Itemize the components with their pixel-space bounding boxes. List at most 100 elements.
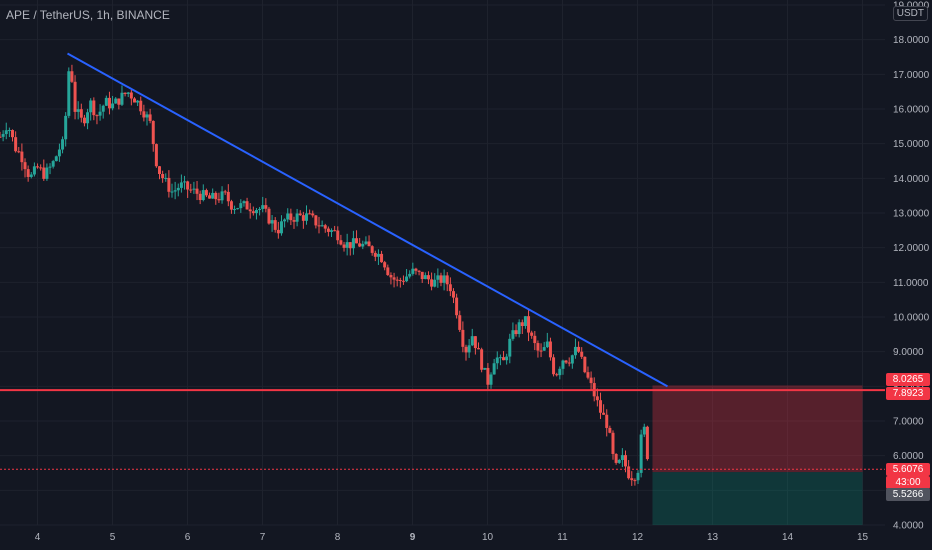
candle-body [186,181,190,190]
price-tick-label: 13.0000 [893,209,930,220]
candle-body [248,209,252,212]
candle-body [89,100,93,113]
candle-body [189,189,193,191]
candle-body [158,166,162,175]
candle-body [358,243,362,247]
candle-body [614,453,618,463]
candle-body [414,268,418,271]
candle-body [23,162,27,170]
position-zones [652,385,863,525]
candle-body [154,144,158,167]
candle-body [273,220,277,230]
candle-body [314,215,318,226]
candle-body [514,330,518,335]
candle-body [326,228,330,232]
candle-body [642,426,646,435]
candle-body [486,367,490,385]
candle-body [355,238,359,244]
candle-body [401,280,405,282]
candle-body [233,209,237,211]
candle-body [417,270,421,272]
price-axis[interactable]: 4.00005.00006.00007.00008.00009.000010.0… [893,1,930,532]
candle-body [348,242,352,249]
time-tick-label: 8 [335,532,341,543]
candle-body [214,192,218,200]
candle-body [120,92,124,105]
candle-body [139,100,143,112]
candle-body [151,120,155,145]
candle-body [11,130,15,138]
time-axis[interactable]: 4 5 6 7 8 9 10 11 12 13 14 15 [35,532,869,543]
candle-body [561,360,565,369]
candle-body [423,275,427,280]
candle-body [242,201,246,204]
candle-body [164,177,168,179]
candle-body [408,273,412,277]
price-tag: 5.6076 [886,462,930,476]
candle-body [639,434,643,473]
candle-body [73,81,77,112]
candle-body [439,275,443,283]
candle-body [311,213,315,216]
price-tag: 43:00 [886,475,930,489]
candle-body [107,97,111,109]
candle-body [464,346,468,353]
candle-body [455,297,459,316]
candle-body [361,243,365,247]
candle-body [333,230,337,232]
candle-body [602,412,606,415]
candle-body [217,199,221,201]
candle-body [611,432,615,454]
candle-body [211,192,215,199]
candle-body [420,271,424,280]
price-tag: 5.5266 [886,487,930,501]
currency-badge[interactable]: USDT [892,6,928,21]
candle-body [283,219,287,222]
candle-body [395,279,399,281]
price-tick-label: 16.0000 [893,105,930,116]
candle-body [636,472,640,481]
time-tick-label: 7 [260,532,266,543]
candle-body [502,357,506,361]
candle-body [545,341,549,348]
candle-body [617,460,621,463]
candle-body [57,149,61,157]
candle-body [161,174,165,179]
candle-body [533,335,537,344]
candle-body [555,374,559,376]
candle-body [261,205,265,209]
candle-body [483,367,487,370]
price-tick-label: 6.0000 [893,451,924,462]
candle-body [405,276,409,282]
candle-body [620,455,624,461]
price-tick-label: 18.0000 [893,35,930,46]
candle-body [145,114,149,118]
candle-body [17,151,21,153]
candle-body [430,279,434,287]
price-tick-label: 15.0000 [893,139,930,150]
candle-body [436,275,440,280]
candle-body [86,112,90,124]
price-tag: 8.0265 [886,372,930,386]
time-tick-label: 10 [482,532,494,543]
candle-body [270,220,274,224]
candle-body [470,336,474,346]
candle-body [317,225,321,227]
price-tick-label: 4.0000 [893,521,924,532]
candle-body [445,275,449,285]
price-tick-label: 7.0000 [893,417,924,428]
price-tick-label: 9.0000 [893,347,924,358]
candle-body [558,368,562,376]
candle-body [292,220,296,222]
price-tick-label: 11.0000 [893,278,929,289]
candle-body [461,329,465,347]
candle-body [498,357,502,359]
price-tick-label: 12.0000 [893,243,930,254]
price-tick-label: 17.0000 [893,70,930,81]
candle-body [339,240,343,245]
candles [0,64,649,486]
candle-body [630,478,634,481]
candle-body [573,346,577,356]
